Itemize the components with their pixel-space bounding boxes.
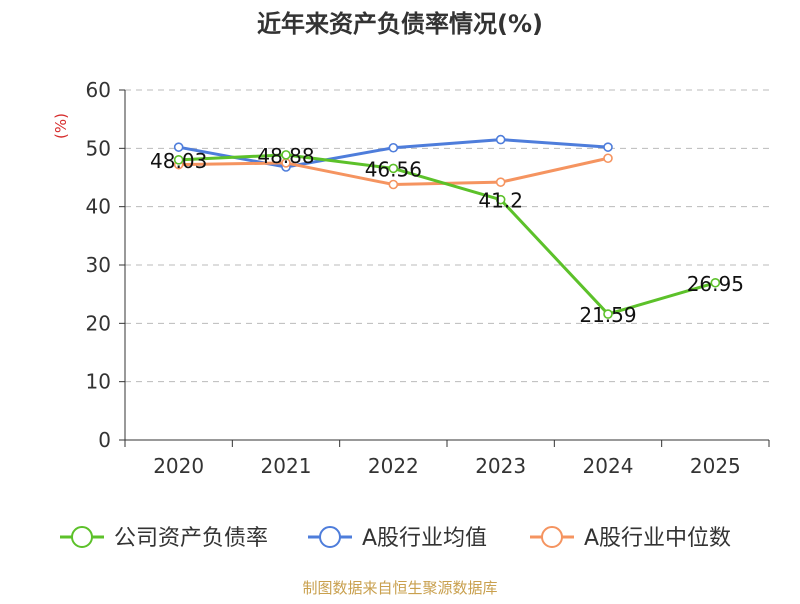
y-tick-label: 50 — [86, 136, 111, 160]
data-point[interactable] — [603, 142, 613, 152]
x-tick-label: 2024 — [583, 454, 634, 478]
x-tick-label: 2021 — [261, 454, 312, 478]
data-point[interactable] — [710, 277, 721, 288]
data-point[interactable] — [495, 177, 506, 187]
legend-label: 公司资产负债率 — [114, 526, 268, 551]
legend-marker-icon — [541, 526, 563, 548]
data-point[interactable] — [388, 179, 399, 190]
data-label: 21.59 — [579, 303, 636, 327]
data-point[interactable] — [495, 194, 506, 205]
data-label: 46.56 — [365, 157, 422, 181]
legend-item[interactable]: 公司资产负债率 — [60, 526, 268, 551]
y-tick-label: 10 — [86, 370, 111, 394]
grid-lines — [125, 89, 769, 383]
series-line — [177, 153, 717, 316]
legend-item[interactable]: A股行业中位数 — [530, 526, 731, 551]
data-label: 48.03 — [150, 149, 207, 173]
y-tick-label: 60 — [86, 78, 111, 102]
data-label: 48.88 — [257, 144, 314, 168]
x-tick-label: 2020 — [153, 454, 204, 478]
legend: 公司资产负债率 A股行业均值 A股行业中位数 — [60, 526, 731, 551]
data-point[interactable] — [603, 309, 613, 319]
axes: 0 10 20 30 40 50 60 2020 2021 2022 2023 2024 2025 — [86, 78, 770, 478]
x-tick-label: 2025 — [690, 454, 741, 478]
data-labels: 48.03 48.88 46.56 41.2 21.59 26.95 — [150, 144, 744, 327]
y-axis-label: (%) — [52, 113, 70, 139]
source-note: 制图数据来自恒生聚源数据库 — [302, 579, 497, 597]
data-point[interactable] — [173, 142, 184, 152]
series-lines — [173, 134, 721, 319]
y-tick-label: 0 — [98, 428, 111, 452]
legend-marker-icon — [71, 526, 93, 548]
legend-marker-icon — [319, 526, 341, 548]
data-point[interactable] — [388, 142, 399, 153]
data-point[interactable] — [281, 150, 291, 160]
data-label: 26.95 — [687, 272, 744, 296]
data-point[interactable] — [495, 134, 506, 145]
chart-title: 近年来资产负债率情况(%) — [257, 10, 543, 38]
data-label: 41.2 — [478, 189, 523, 213]
y-tick-label: 20 — [86, 311, 111, 335]
data-point[interactable] — [388, 163, 399, 174]
data-point[interactable] — [603, 153, 613, 164]
y-tick-label: 30 — [86, 253, 111, 277]
y-tick-label: 40 — [86, 195, 111, 219]
x-tick-label: 2022 — [368, 454, 419, 478]
legend-label: A股行业中位数 — [584, 526, 731, 551]
x-tick-label: 2023 — [475, 454, 526, 478]
legend-label: A股行业均值 — [362, 526, 487, 551]
data-point[interactable] — [173, 155, 184, 165]
legend-item[interactable]: A股行业均值 — [308, 526, 487, 551]
